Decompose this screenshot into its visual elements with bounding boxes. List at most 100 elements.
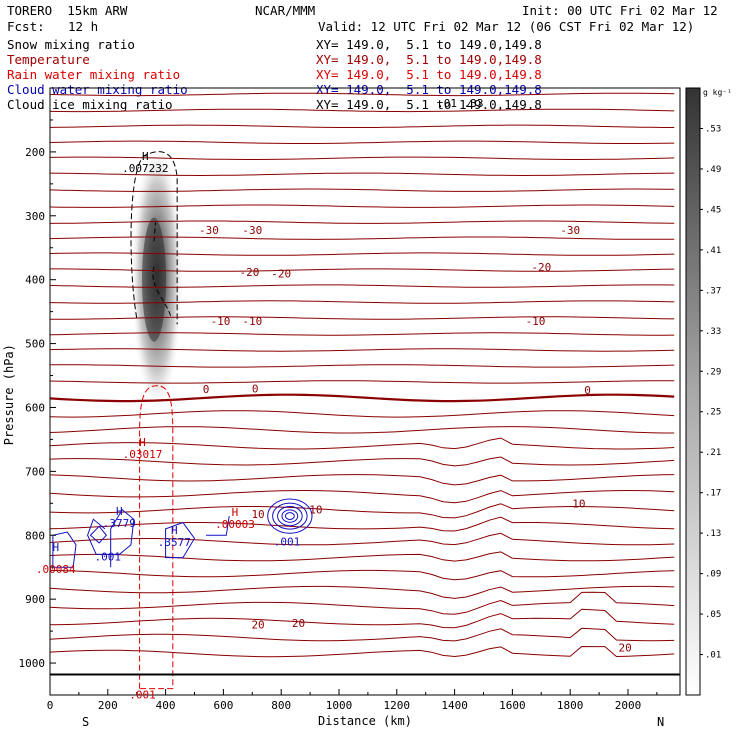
cloud-water-contour [206,516,230,536]
colorbar-label: .25 [705,408,721,418]
center-label: NCAR/MMM [255,3,316,18]
max-marker-value: .00003 [215,518,255,531]
temperature-contour [49,516,675,532]
cloud-water-contour [165,521,196,559]
temperature-label: -10 [211,315,231,328]
field-xy-rain: XY= 149.0, 5.1 to 149.0,149.8 [316,67,542,82]
snow-shading [130,147,183,418]
field-label-temperature: Temperature [7,52,90,67]
temperature-contour [49,532,675,546]
temperature-contour [49,252,675,256]
snow-shading-core [142,217,167,342]
y-tick-label: 300 [25,210,45,223]
field-xy-cloud-water: XY= 149.0, 5.1 to 149.0,149.8 [316,82,542,97]
max-marker-value: .007232 [122,162,168,175]
temperature-contour [49,569,675,581]
temperature-contour [49,332,675,336]
temperature-contour [49,380,675,384]
cloud-water-contour-ring [284,512,295,521]
field-label-cloud-ice: Cloud ice mixing ratio [7,97,173,112]
x-tick-label: 1600 [499,699,526,712]
max-marker-h: H [139,436,146,449]
y-tick-label: 400 [25,274,45,287]
temperature-contour [49,124,675,128]
temperature-contour [49,591,675,615]
temperature-label: 0 [584,384,591,397]
max-marker-value: .001 [95,551,122,564]
colorbar-label: .13 [705,529,721,539]
temperature-label: 10 [309,504,322,517]
y-tick-label: 800 [25,529,45,542]
cloud-water-contour [89,525,108,544]
y-axis-label: Pressure (hPa) [2,344,16,445]
max-marker-value: .3779 [103,517,136,530]
max-marker-value: .001 [129,689,156,702]
temperature-contour [49,503,675,519]
forecast-hour: 12 h [68,19,99,34]
model-title: TORERO 15km ARW [7,3,128,18]
x-tick-label: 2000 [615,699,642,712]
colorbar-label: .53 [705,124,721,134]
colorbar-label: .05 [705,610,721,620]
temperature-contour [49,474,675,486]
forecast-label: Fcst: [7,19,45,34]
cloud-water-contour-ring [281,509,299,523]
x-tick-label: 1800 [557,699,584,712]
colorbar-label: .45 [705,205,721,215]
field-xy-temperature: XY= 149.0, 5.1 to 149.0,149.8 [316,52,542,67]
y-tick-label: 500 [25,338,45,351]
x-tick-label: 600 [213,699,233,712]
colorbar-label: .29 [705,367,721,377]
temperature-contour [49,348,675,352]
init-time: Init: 00 UTC Fri 02 Mar 12 [522,3,718,18]
temperature-contour [50,316,675,320]
temperature-label: -30 [199,224,219,237]
cloud-water-contour [52,531,77,568]
cloud-water-contour-ring [272,502,308,530]
temperature-label: 20 [618,642,631,655]
temperature-contour [49,410,675,418]
plot-frame [49,87,681,696]
temperature-contour [49,156,675,160]
x-tick-label: 1400 [441,699,468,712]
temperature-label: 20 [292,617,305,630]
x-tick-label: 1200 [384,699,411,712]
cloud-water-contour-ring [277,505,303,527]
temperature-contour [49,437,675,450]
rain-water-contour [139,385,174,690]
colorbar-label: .21 [705,448,721,458]
field-xy-snow: XY= 149.0, 5.1 to 149.0,149.8 [316,37,542,52]
x-axis-left-end-label: S [82,715,89,729]
temperature-contour [50,268,675,272]
max-marker-h: H [232,506,239,519]
field-label-rain: Rain water mixing ratio [7,67,181,82]
x-axis-label: Distance (km) [318,714,412,728]
colorbar-label: .33 [705,327,721,337]
temperature-contour [49,426,675,434]
x-tick-label: 400 [156,699,176,712]
temperature-contour [49,627,675,642]
temperature-label: -10 [242,315,262,328]
colorbar-label: .37 [705,286,721,296]
temperature-contour [49,608,675,629]
temperature-label: -20 [531,261,551,274]
colorbar-label: .01 [705,651,721,661]
temperature-contour [49,645,675,658]
temperature-contour [49,172,675,177]
max-marker-value: .3577 [158,536,191,549]
cloud-water-contour-ring [267,498,313,534]
max-marker-h: H [52,541,59,554]
y-tick-label: 600 [25,401,45,414]
colorbar-label: .09 [705,570,721,580]
temperature-label: 20 [251,619,264,632]
temperature-label: -20 [271,267,291,280]
temperature-contour [49,188,675,192]
field-xy-cloud-ice: XY= 149.0, 5.1 to 149.0,149.8 [316,97,542,112]
temperature-contour [49,284,675,288]
temperature-contour-zero [49,393,675,403]
valid-time: Valid: 12 UTC Fri 02 Mar 12 (06 CST Fri … [318,19,695,34]
x-tick-label: 200 [98,699,118,712]
y-tick-label: 900 [25,593,45,606]
temperature-contour [49,140,675,144]
